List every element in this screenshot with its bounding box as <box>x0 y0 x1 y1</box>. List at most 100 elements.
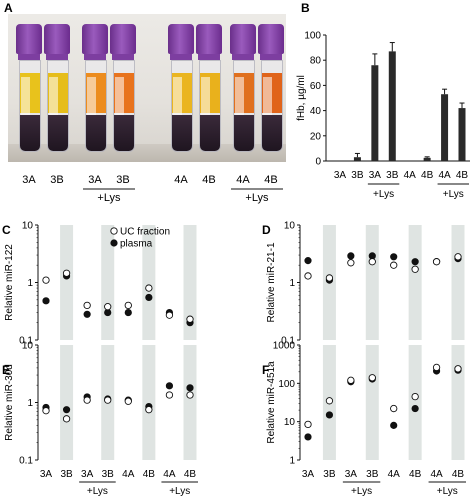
legend-marker-filled <box>110 239 118 247</box>
y-tick-label: 1 <box>27 398 33 409</box>
uc-fraction-point <box>62 269 71 277</box>
x-tick-label: 4B <box>456 170 469 181</box>
plasma-point <box>411 404 419 413</box>
tube-cap-ring <box>232 54 254 60</box>
shaded-column <box>60 225 74 340</box>
bar <box>458 108 466 161</box>
tube-cap <box>16 24 42 54</box>
uc-fraction-point <box>186 315 194 323</box>
y-axis-label: Relative miR-122 <box>4 244 15 321</box>
lys-label: +Lys <box>245 192 269 204</box>
shaded-column <box>408 225 422 340</box>
panel-letter-d: D <box>262 223 271 237</box>
plasma-point <box>83 310 91 318</box>
tube-glass <box>171 60 193 152</box>
bar <box>353 157 361 161</box>
x-tick-label: 3A <box>334 170 347 181</box>
blood-tube <box>110 24 136 152</box>
tube-label: 3B <box>50 174 63 186</box>
y-tick-label: 10 <box>22 341 34 352</box>
panel-letter-c: C <box>2 223 11 237</box>
blood-tube <box>82 24 108 152</box>
y-tick-label: 0.1 <box>19 456 33 467</box>
uc-fraction-point <box>454 365 462 373</box>
shaded-column <box>451 345 465 460</box>
x-tick-label: 4B <box>143 469 156 480</box>
blood-tube <box>196 24 222 152</box>
y-tick-label: 100 <box>278 379 295 390</box>
blood-tube <box>44 24 70 152</box>
uc-fraction-point <box>186 391 194 399</box>
uc-fraction-point <box>42 407 50 415</box>
y-tick-label: 0 <box>315 157 321 168</box>
bar <box>423 157 431 161</box>
lys-label: +Lys <box>443 189 464 200</box>
y-tick-label: 10 <box>22 221 34 232</box>
blood-tube <box>16 24 42 152</box>
tube-label: 4A <box>174 174 188 186</box>
tube-cap-ring <box>84 54 106 60</box>
blood-tube <box>230 24 256 152</box>
tube-cap <box>44 24 70 54</box>
tube-cells <box>234 115 254 151</box>
plasma-point <box>186 384 194 392</box>
lys-label: +Lys <box>373 189 394 200</box>
uc-fraction-point <box>368 258 376 266</box>
tube-cap-ring <box>260 54 282 60</box>
tube-label-sticker <box>173 77 182 125</box>
tube-glass <box>233 60 255 152</box>
y-tick-label: 1 <box>289 278 295 289</box>
bar <box>388 51 396 161</box>
legend-label: UC fraction <box>120 227 170 238</box>
uc-fraction-point <box>304 272 312 280</box>
y-tick-label: 80 <box>310 56 322 67</box>
uc-fraction-point <box>432 258 441 266</box>
tube-label: 3A <box>22 174 36 186</box>
plasma-point <box>42 297 50 305</box>
x-tick-label: 4A <box>404 170 417 181</box>
x-tick-label: 4A <box>430 469 443 480</box>
tube-label: 4B <box>264 174 277 186</box>
tube-glass <box>85 60 107 152</box>
lys-label: +Lys <box>351 486 372 497</box>
tube-label-sticker <box>263 77 272 125</box>
y-tick-label: 100 <box>304 31 321 42</box>
tube-cap <box>82 24 108 54</box>
plasma-point <box>62 406 71 414</box>
plasma-point <box>304 257 312 265</box>
x-tick-label: 3B <box>60 469 73 480</box>
x-tick-label: 3B <box>386 170 399 181</box>
y-tick-label: 0.1 <box>281 336 295 347</box>
x-tick-label: 3A <box>40 469 53 480</box>
shaded-column <box>365 225 379 340</box>
shaded-column <box>60 345 74 460</box>
tube-cells <box>200 115 220 151</box>
tube-label-sticker <box>115 77 124 125</box>
shaded-column <box>183 225 197 340</box>
tube-label-sticker <box>235 77 244 125</box>
shaded-column <box>365 345 379 460</box>
tube-label-sticker <box>201 77 210 125</box>
uc-fraction-point <box>83 396 91 404</box>
shaded-column <box>183 345 197 460</box>
uc-fraction-point <box>145 284 153 292</box>
x-tick-label: 4A <box>163 469 176 480</box>
uc-fraction-point <box>304 420 312 429</box>
tube-glass <box>199 60 221 152</box>
plasma-point <box>390 421 398 429</box>
uc-fraction-point <box>104 396 112 404</box>
tube-glass <box>261 60 283 152</box>
panel-letter-f: F <box>262 363 269 377</box>
uc-fraction-point <box>124 301 132 310</box>
tube-cap <box>230 24 256 54</box>
tube-glass <box>113 60 135 152</box>
uc-fraction-point <box>165 391 174 399</box>
plasma-point <box>104 308 112 317</box>
tube-label: 4B <box>202 174 215 186</box>
uc-fraction-point <box>124 397 132 405</box>
tube-cap <box>258 24 284 54</box>
x-tick-label: 4A <box>438 170 451 181</box>
blood-tube <box>168 24 194 152</box>
x-tick-label: 4B <box>452 469 465 480</box>
x-tick-label: 4B <box>184 469 197 480</box>
